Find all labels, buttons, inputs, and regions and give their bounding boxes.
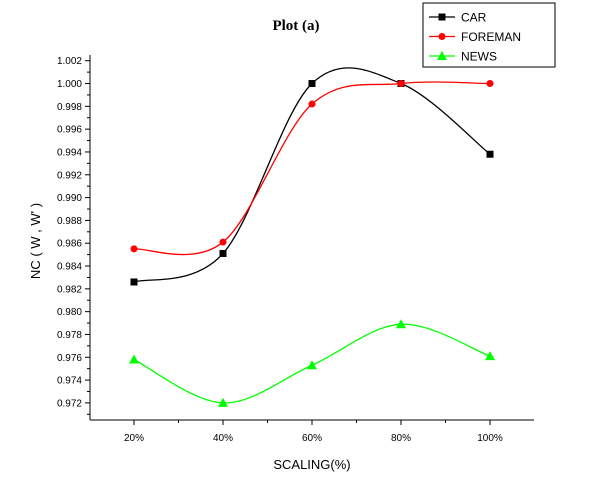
data-point-news: [396, 319, 406, 329]
y-tick-label: 0.982: [57, 284, 82, 295]
data-point-car: [486, 150, 494, 158]
data-point-foreman: [130, 245, 138, 253]
y-tick-label: 0.978: [57, 330, 82, 341]
y-tick-label: 0.972: [57, 398, 82, 409]
y-tick-label: 0.996: [57, 125, 82, 136]
x-axis-label: SCALING(%): [273, 457, 350, 472]
legend: CAR FOREMAN NEWS: [422, 2, 556, 68]
legend-marker-car: [438, 13, 446, 21]
x-tick-label: 80%: [391, 433, 411, 444]
y-tick-label: 0.990: [57, 193, 82, 204]
axes: [85, 55, 534, 425]
y-tick-label: 1.002: [57, 56, 82, 67]
legend-label-car: CAR: [461, 11, 487, 25]
y-tick-label: 0.998: [57, 102, 82, 113]
data-point-news: [307, 360, 317, 370]
legend-marker-news: [437, 51, 447, 60]
y-tick-label: 0.980: [57, 307, 82, 318]
data-point-foreman: [219, 238, 227, 246]
y-tick-label: 1.000: [57, 79, 82, 90]
y-tick-label: 0.994: [57, 147, 82, 158]
series-line-foreman: [133, 81, 491, 256]
data-point-news: [129, 354, 139, 364]
y-tick-label: 0.986: [57, 239, 82, 250]
data-point-foreman: [397, 80, 405, 88]
y-tick-label: 0.992: [57, 170, 82, 181]
x-tick-label: 100%: [477, 433, 503, 444]
legend-marker-foreman: [438, 33, 446, 40]
legend-label-foreman: FOREMAN: [461, 30, 521, 44]
legend-label-news: NEWS: [461, 50, 497, 64]
series-line-car: [133, 67, 491, 283]
data-point-car: [130, 278, 138, 286]
data-point-car: [308, 80, 316, 88]
data-point-news: [218, 397, 228, 407]
data-point-news: [485, 351, 495, 361]
y-tick-label: 0.988: [57, 216, 82, 227]
y-tick-label: 0.976: [57, 353, 82, 364]
data-point-car: [219, 249, 227, 257]
y-tick-label: 0.974: [57, 376, 82, 387]
y-axis-label: NC ( W , W' ): [28, 203, 43, 279]
x-tick-label: 60%: [302, 433, 322, 444]
y-tick-label: 0.984: [57, 262, 82, 273]
data-point-foreman: [486, 80, 494, 88]
series-layer: [129, 67, 495, 407]
data-point-foreman: [308, 100, 316, 108]
x-tick-label: 40%: [213, 433, 233, 444]
chart-title: Plot (a): [272, 18, 319, 34]
tick-labels: 0.972 0.974 0.976 0.978 0.980 0.982 0.984 0.986…: [57, 56, 503, 444]
x-tick-label: 20%: [124, 433, 144, 444]
